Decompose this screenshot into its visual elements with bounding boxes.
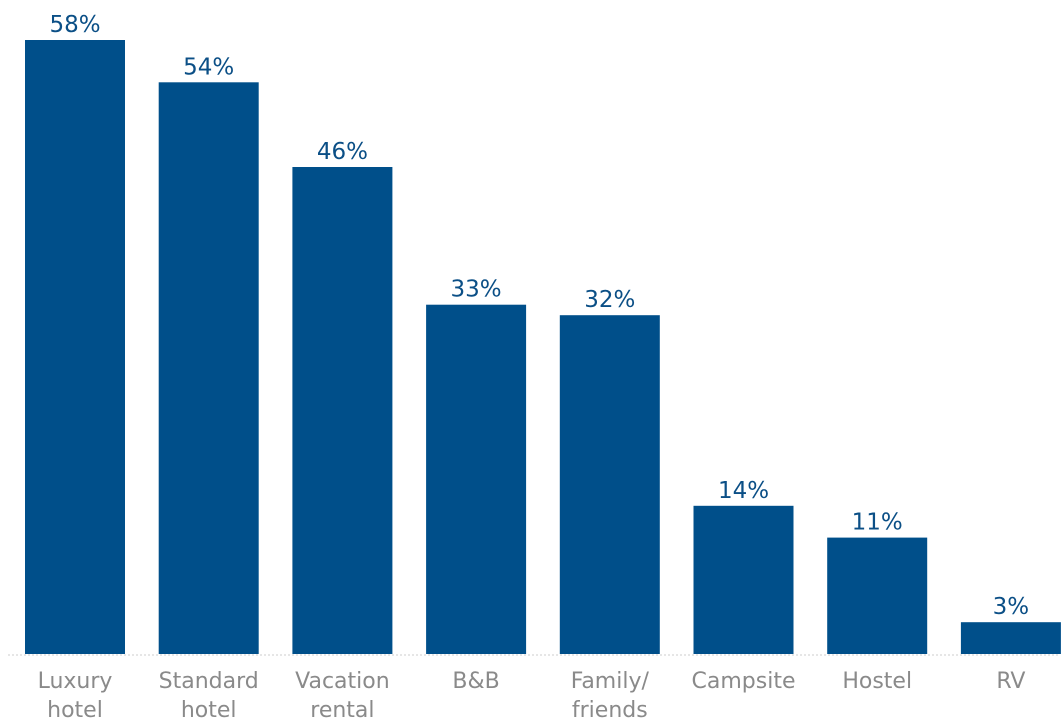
bar-0 — [25, 40, 125, 654]
value-label: 14% — [718, 478, 769, 504]
value-label: 46% — [317, 139, 368, 165]
x-tick-label-line: Standard — [159, 669, 259, 694]
bar-6 — [827, 537, 928, 654]
x-tick-label-line: Luxury — [38, 669, 113, 694]
value-labels-group: 58% 54% 46% 33% 32% 14% 11% 3% — [49, 12, 1029, 620]
x-tick-label: Family/friends — [571, 669, 650, 722]
x-tick-label-line: Campsite — [692, 669, 796, 694]
x-tick-label-line: friends — [572, 698, 648, 722]
x-tick-label-line: Hostel — [842, 669, 912, 694]
x-tick-label-line: hotel — [47, 698, 103, 722]
value-label: 3% — [993, 594, 1030, 620]
bar-2 — [292, 167, 393, 654]
bar-1 — [158, 82, 259, 655]
x-tick-label: B&B — [452, 669, 499, 694]
x-tick-label-line: hotel — [181, 698, 237, 722]
bars-group — [25, 40, 1061, 655]
value-label: 54% — [183, 54, 234, 80]
x-tick-label-line: Vacation — [295, 669, 390, 694]
x-tick-label: Luxury hotel — [38, 669, 113, 722]
x-tick-label: Standard hotel — [159, 669, 259, 722]
x-tick-label: RV — [996, 669, 1025, 694]
bar-5 — [693, 505, 794, 654]
x-tick-label-line: Family/ — [571, 669, 650, 694]
bar-3 — [426, 304, 527, 654]
bar-4 — [559, 315, 660, 654]
bar-7 — [960, 622, 1061, 654]
value-label: 32% — [584, 287, 635, 313]
x-tick-label-line: rental — [310, 698, 374, 722]
x-tick-label: Hostel — [842, 669, 912, 694]
x-tick-label: Vacation rental — [295, 669, 390, 722]
x-tick-label: Campsite — [692, 669, 796, 694]
value-label: 58% — [49, 12, 100, 38]
x-tick-label-line: RV — [996, 669, 1025, 694]
value-label: 33% — [451, 277, 502, 303]
x-tick-label-line: B&B — [452, 669, 499, 694]
value-label: 11% — [852, 510, 903, 536]
x-tick-labels-group: Luxury hotel Standard hotel Vacation rental B&… — [38, 669, 1026, 722]
